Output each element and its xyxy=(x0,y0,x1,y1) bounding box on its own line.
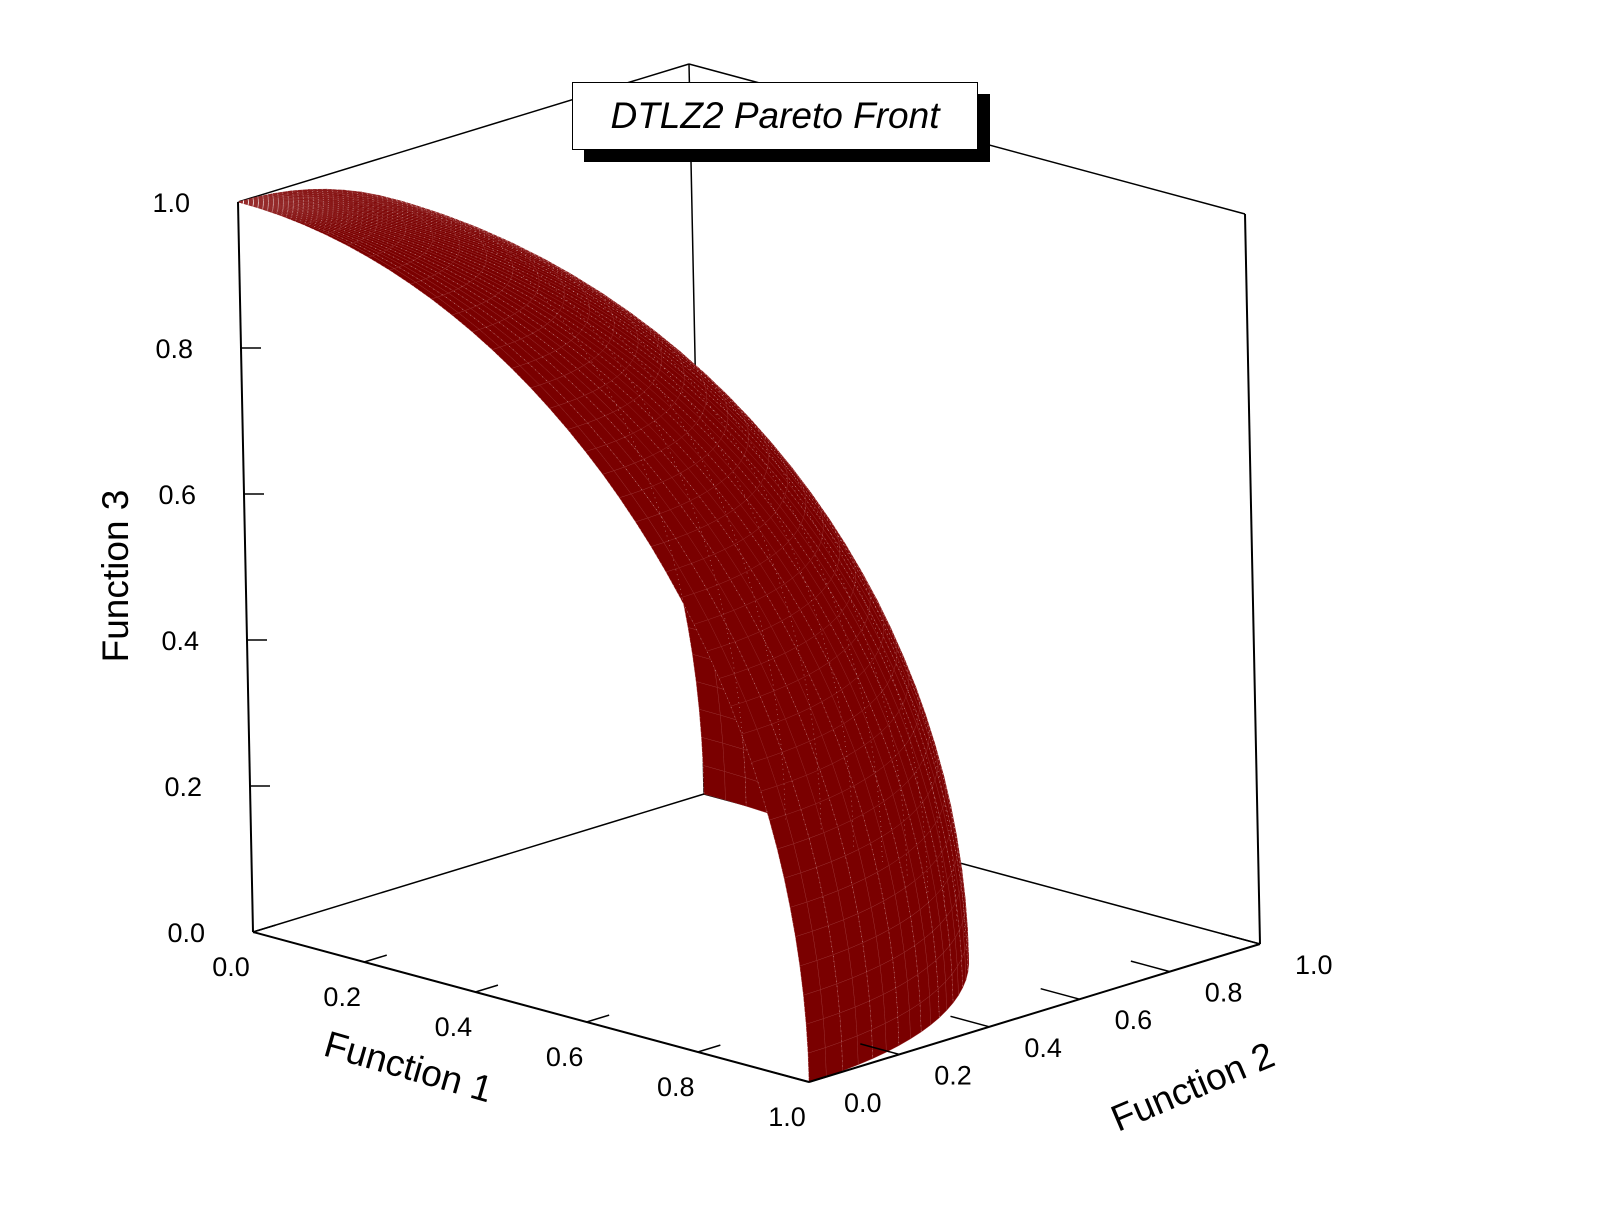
surface-cell xyxy=(871,1023,887,1059)
y-tick-mark xyxy=(860,1043,900,1056)
x-axis-line xyxy=(252,931,810,1083)
surface-cell xyxy=(803,989,824,1025)
x-tick-mark xyxy=(252,924,276,933)
x-tick-mark xyxy=(697,1044,721,1053)
y-tick-mark xyxy=(1130,960,1170,973)
surface-mesh-line xyxy=(237,201,843,1071)
surface-cell xyxy=(820,983,840,1019)
surface-cell xyxy=(825,1041,843,1077)
surface-cell xyxy=(841,1035,859,1071)
x-tick-label: 0.8 xyxy=(657,1072,695,1102)
x-tick-label: 0.4 xyxy=(435,1012,473,1042)
chart-title: DTLZ2 Pareto Front xyxy=(610,95,940,136)
surface-cell xyxy=(839,1006,858,1043)
x-tick-label: 0.2 xyxy=(323,982,361,1012)
z-tick-label: 0.0 xyxy=(167,918,205,948)
floor-edge-back-left xyxy=(252,793,705,933)
surface-cell xyxy=(852,971,870,1008)
surface-cell xyxy=(805,1018,826,1054)
y-tick-mark xyxy=(1040,987,1080,1000)
axis-ticks: 0.0 0.2 0.4 0.6 0.8 1.0 0.0 0.2 0.4 0.6 0.8 1.0 0.0 0… xyxy=(152,188,1332,1132)
z-tick-label: 0.8 xyxy=(155,334,193,364)
y-axis-line xyxy=(808,943,1261,1083)
surface-mesh-line xyxy=(237,199,908,878)
x-tick-label: 0.6 xyxy=(546,1042,584,1072)
z-tick-label: 1.0 xyxy=(152,188,190,218)
z-axis-line xyxy=(237,201,254,933)
plot-box-front xyxy=(237,201,1261,1083)
pareto-surface xyxy=(237,188,969,1083)
chart-title-box: DTLZ2 Pareto Front xyxy=(572,82,978,150)
x-tick-mark xyxy=(808,1074,832,1083)
y-tick-label: 0.6 xyxy=(1115,1005,1153,1035)
surface-mesh-line xyxy=(237,198,883,862)
surface-cell xyxy=(823,1012,842,1048)
y-tick-label: 0.0 xyxy=(844,1088,882,1118)
y-axis-label: Function 2 xyxy=(1105,1034,1280,1139)
y-tick-mark xyxy=(950,1015,990,1028)
y-tick-label: 1.0 xyxy=(1295,950,1333,980)
y-tick-label: 0.4 xyxy=(1024,1033,1062,1063)
surface-cell xyxy=(885,1016,900,1053)
z-tick-label: 0.2 xyxy=(164,772,202,802)
x-tick-mark xyxy=(363,954,387,963)
x-tick-label: 0.0 xyxy=(212,952,250,982)
z-tick-label: 0.4 xyxy=(161,626,199,656)
x-tick-mark xyxy=(475,984,499,993)
vertical-edge-right xyxy=(1244,213,1261,945)
x-tick-mark xyxy=(586,1014,610,1023)
y-tick-label: 0.2 xyxy=(934,1060,972,1090)
z-tick-label: 0.6 xyxy=(158,480,196,510)
surface-mesh-line xyxy=(237,201,969,973)
y-tick-mark xyxy=(769,1070,810,1083)
y-tick-label: 0.8 xyxy=(1205,978,1243,1008)
surface-mesh-line xyxy=(237,195,822,833)
y-tick-mark xyxy=(1220,932,1261,945)
x-tick-label: 1.0 xyxy=(768,1102,806,1132)
surface-cell xyxy=(799,960,821,996)
surface-cell xyxy=(836,977,856,1014)
z-axis-label: Function 3 xyxy=(95,490,136,663)
